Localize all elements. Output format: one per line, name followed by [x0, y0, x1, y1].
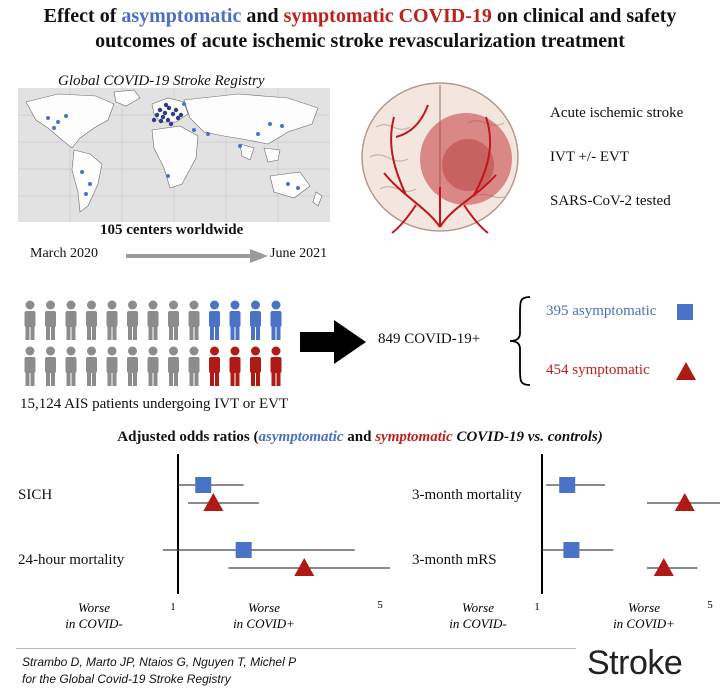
person-icon [188, 300, 200, 340]
aor-symptomatic: symptomatic [375, 429, 453, 445]
group-brace [509, 296, 531, 386]
asymptomatic-count: 395 asymptomatic [546, 303, 657, 319]
brain-illustration [361, 82, 519, 234]
axis-direction-label: in COVID+ [233, 616, 295, 631]
symptomatic-triangle-icon [676, 362, 696, 380]
citation-registry: for the Global Covid-19 Stroke Registry [22, 672, 231, 686]
symptomatic-odds-ratio-marker [653, 558, 674, 576]
symptomatic-odds-ratio-marker [674, 493, 695, 511]
axis-direction-label: in COVID- [65, 616, 122, 631]
person-icon [127, 300, 138, 340]
person-icon [127, 346, 138, 386]
asymptomatic-odds-ratio-marker [235, 542, 252, 558]
symptomatic-count: 454 symptomatic [546, 362, 650, 378]
axis-direction-label: Worse [462, 600, 494, 615]
person-icon [209, 346, 220, 386]
person-icon [65, 300, 77, 340]
asymptomatic-odds-ratio-marker [563, 542, 580, 558]
person-icon [45, 346, 56, 386]
title-line-2: outcomes of acute ischemic stroke revasc… [95, 30, 625, 52]
person-icon [250, 300, 261, 340]
registry-title: Global COVID-19 Stroke Registry [58, 73, 265, 89]
citation-authors: Strambo D, Marto JP, Ntaios G, Nguyen T,… [22, 655, 297, 669]
end-date: June 2021 [270, 246, 328, 261]
person-icon [147, 346, 159, 386]
person-icon [270, 300, 282, 340]
person-icon [250, 346, 261, 386]
person-icon [24, 300, 36, 340]
axis-direction-label: in COVID- [449, 616, 506, 631]
axis-direction-label: Worse [628, 600, 660, 615]
person-icon [168, 300, 179, 340]
person-icon [45, 300, 56, 340]
asymptomatic-square-icon [677, 304, 693, 320]
person-icon [229, 346, 241, 386]
symptomatic-odds-ratio-marker [294, 558, 315, 576]
aor-asymptomatic: asymptomatic [258, 429, 344, 445]
person-icon [86, 346, 97, 386]
x-tick-label: 5 [707, 599, 713, 611]
title-line-1: Effect of asymptomatic and symptomatic C… [43, 5, 677, 27]
outcome-label: 24-hour mortality [18, 552, 125, 568]
person-icon [209, 300, 220, 340]
axis-direction-label: in COVID+ [613, 616, 675, 631]
symptomatic-odds-ratio-marker [203, 493, 224, 511]
x-tick-label: 1 [534, 601, 540, 613]
axis-direction-label: Worse [248, 600, 280, 615]
person-icon [106, 346, 118, 386]
person-icon [106, 300, 118, 340]
centers-count: 105 centers worldwide [100, 222, 244, 238]
feature-tested: SARS-CoV-2 tested [550, 193, 671, 209]
person-icon [229, 300, 241, 340]
outcome-label: SICH [18, 487, 52, 503]
feature-treatment: IVT +/- EVT [550, 149, 629, 165]
x-tick-label: 1 [170, 601, 176, 613]
person-icon [24, 346, 36, 386]
start-date: March 2020 [30, 246, 99, 261]
person-icon [86, 300, 97, 340]
divider [16, 648, 576, 649]
world-map [18, 88, 330, 222]
stroke-journal-logo: Stroke [587, 644, 683, 682]
odds-ratio-header: Adjusted odds ratios (asymptomatic and s… [117, 429, 603, 445]
title-symptomatic: symptomatic COVID-19 [283, 5, 492, 27]
x-tick-label: 5 [377, 599, 383, 611]
flow-arrow [300, 320, 366, 364]
person-icon [147, 300, 159, 340]
asymptomatic-odds-ratio-marker [195, 477, 212, 493]
citation: Strambo D, Marto JP, Ntaios G, Nguyen T,… [22, 654, 296, 688]
feature-ais: Acute ischemic stroke [550, 105, 684, 121]
person-icon [270, 346, 282, 386]
patients-total: 15,124 AIS patients undergoing IVT or EV… [20, 396, 289, 412]
covid-positive-count: 849 COVID-19+ [378, 331, 481, 347]
outcome-label: 3-month mRS [412, 552, 497, 568]
title-asymptomatic: asymptomatic [121, 5, 242, 27]
timeline-arrow [126, 249, 268, 263]
outcome-label: 3-month mortality [412, 487, 522, 503]
person-icon [188, 346, 200, 386]
patients-icon-grid [24, 300, 282, 386]
person-icon [168, 346, 179, 386]
person-icon [65, 346, 77, 386]
asymptomatic-odds-ratio-marker [559, 477, 576, 493]
axis-direction-label: Worse [78, 600, 110, 615]
